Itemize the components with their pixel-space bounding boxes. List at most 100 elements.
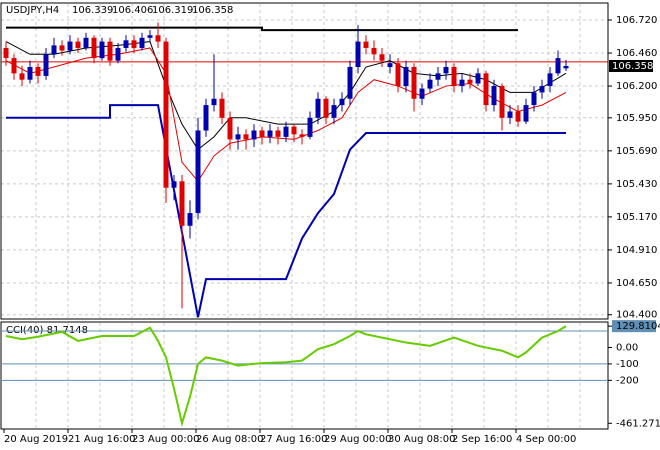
candle-body xyxy=(67,41,73,51)
candle-body xyxy=(419,88,425,99)
x-tick-label: 26 Aug 08:00 xyxy=(196,434,263,445)
candle-body xyxy=(51,45,57,55)
candle-body xyxy=(59,45,65,51)
candle-body xyxy=(147,35,153,38)
candle-body xyxy=(515,111,521,122)
candle-body xyxy=(75,41,81,48)
candle-body xyxy=(363,41,369,48)
x-tick-label: 29 Aug 00:00 xyxy=(324,434,391,445)
y-tick-label: 106.720 xyxy=(616,15,657,26)
cci-tick-label: -100 xyxy=(616,359,639,370)
candle-body xyxy=(171,181,177,188)
candle-body xyxy=(499,86,505,118)
candle-body xyxy=(403,67,409,87)
candle-body xyxy=(115,47,121,61)
candle-body xyxy=(379,54,385,61)
candle-body xyxy=(443,67,449,74)
cci-line xyxy=(5,325,567,428)
candle-body xyxy=(427,79,433,89)
ohlc-value: 106.406 xyxy=(112,5,153,16)
candle-body xyxy=(27,67,33,80)
candle-body xyxy=(123,40,129,48)
candle-body xyxy=(83,37,89,48)
ohlc-value: 106.339 xyxy=(72,5,113,16)
candle-body xyxy=(347,67,353,99)
candle-body xyxy=(179,181,185,226)
candle-body xyxy=(35,67,41,76)
candle-body xyxy=(507,111,513,118)
candle-body xyxy=(203,105,209,131)
grid xyxy=(1,4,608,428)
symbol: USDJPY,H4 xyxy=(6,5,59,16)
cci-tick-label: 129.8104 xyxy=(616,321,660,332)
candle-body xyxy=(531,92,537,106)
candle-body xyxy=(131,40,137,48)
candle-body xyxy=(387,63,393,68)
candle-body xyxy=(307,117,313,137)
cci-tick-label: -200 xyxy=(616,375,639,386)
candle-body xyxy=(91,37,97,59)
candle-body xyxy=(355,41,361,68)
candle-body xyxy=(315,98,321,118)
candle-body xyxy=(155,35,161,42)
candle-body xyxy=(411,67,417,99)
y-tick-label: 105.690 xyxy=(616,146,657,157)
candle-body xyxy=(475,73,481,84)
candle-body xyxy=(339,98,345,106)
candle-body xyxy=(251,130,257,140)
x-tick-label: 30 Aug 08:00 xyxy=(388,434,455,445)
cci-panel xyxy=(0,321,609,430)
x-tick-label: 21 Aug 16:00 xyxy=(68,434,135,445)
candle-body xyxy=(139,37,145,48)
candle-body xyxy=(459,79,465,87)
y-tick-label: 104.400 xyxy=(616,310,657,321)
last-price-box xyxy=(609,59,653,72)
candle-body xyxy=(243,134,249,140)
y-tick-label: 104.650 xyxy=(616,278,657,289)
x-tick-label: 23 Aug 00:00 xyxy=(132,434,199,445)
candle-body xyxy=(563,65,569,69)
x-tick-label: 20 Aug 2019 xyxy=(4,434,68,445)
ohlc-value: 106.319 xyxy=(152,5,193,16)
candle-body xyxy=(395,63,401,87)
y-tick-label: 105.430 xyxy=(616,179,657,190)
indicator-line xyxy=(6,104,566,318)
x-tick-label: 4 Sep 00:00 xyxy=(516,434,576,445)
y-tick-label: 105.170 xyxy=(616,212,657,223)
last-price-label: 106.358 xyxy=(612,61,653,72)
x-tick-label: 2 Sep 16:00 xyxy=(452,434,512,445)
candle-body xyxy=(211,98,217,106)
candle-body xyxy=(235,134,241,140)
candle-body xyxy=(467,79,473,84)
candle-body xyxy=(291,126,297,135)
candle-body xyxy=(435,73,441,80)
candle-body xyxy=(227,117,233,140)
candle-body xyxy=(275,130,281,137)
candle-body xyxy=(187,213,193,226)
indicator-line xyxy=(6,26,518,32)
candle-body xyxy=(11,58,17,74)
candle-body xyxy=(483,73,489,106)
candle-body xyxy=(219,98,225,118)
candle-body xyxy=(107,41,113,61)
main-panel xyxy=(0,2,609,320)
y-tick-label: 106.460 xyxy=(616,48,657,59)
ohlc-value: 106.358 xyxy=(192,5,233,16)
candle-body xyxy=(99,41,105,59)
candle-body xyxy=(371,47,377,55)
candle-body xyxy=(267,130,273,137)
y-tick-label: 105.950 xyxy=(616,113,657,124)
cci-label: CCI(40) 81.7148 xyxy=(6,325,88,336)
candle-body xyxy=(323,98,329,118)
x-tick-label: 27 Aug 16:00 xyxy=(260,434,327,445)
cci-tick-label: -461.2717 xyxy=(616,418,660,429)
candle-body xyxy=(555,58,561,74)
candle-body xyxy=(3,47,9,59)
candle-body xyxy=(491,86,497,106)
candle-body xyxy=(539,86,545,93)
candle-body xyxy=(547,73,553,87)
y-tick-label: 104.910 xyxy=(616,245,657,256)
candle-body xyxy=(163,41,169,188)
